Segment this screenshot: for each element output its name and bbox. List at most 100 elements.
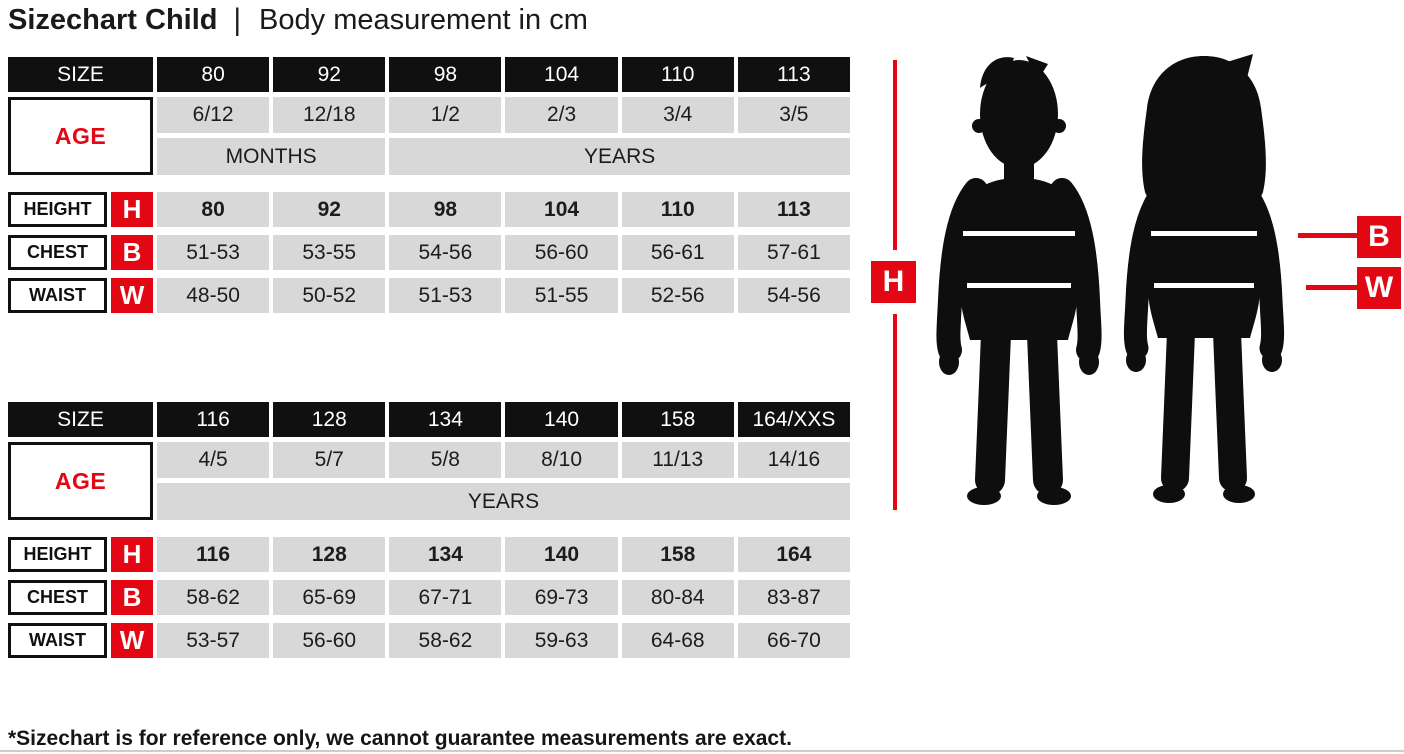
table1-body: HEIGHT H 80 92 98 104 110 113 CHEST B 51… bbox=[8, 192, 850, 313]
value-cell: 83-87 bbox=[737, 580, 850, 615]
girl-silhouette bbox=[1123, 54, 1285, 503]
age-cell: 1/2 bbox=[389, 97, 502, 133]
age-cell: 6/12 bbox=[157, 97, 270, 133]
waist-measure-line bbox=[1306, 285, 1358, 290]
value-cell: 67-71 bbox=[389, 580, 502, 615]
value-cell: 57-61 bbox=[737, 235, 850, 270]
value-cell: 134 bbox=[389, 537, 502, 572]
size-cell: 98 bbox=[389, 57, 502, 92]
value-cell: 104 bbox=[505, 192, 618, 227]
size-cell: 113 bbox=[737, 57, 850, 92]
age-cell: 5/7 bbox=[273, 442, 386, 478]
size-cell: 92 bbox=[273, 57, 386, 92]
sizechart-table-large: SIZE 116 128 134 140 158 164/XXS AGE 4/5… bbox=[8, 402, 850, 658]
value-cell: 53-57 bbox=[157, 623, 270, 658]
age-unit-years: YEARS bbox=[157, 483, 850, 520]
height-measure-line-top bbox=[893, 60, 897, 250]
value-cell: 51-53 bbox=[389, 278, 502, 313]
size-header: SIZE bbox=[8, 402, 153, 437]
height-measure-line-bottom bbox=[893, 314, 897, 510]
size-cell: 158 bbox=[621, 402, 734, 437]
size-cell: 80 bbox=[157, 57, 270, 92]
height-label-box: H bbox=[871, 261, 916, 303]
value-cell: 51-55 bbox=[505, 278, 618, 313]
value-cell: 48-50 bbox=[157, 278, 270, 313]
value-cell: 52-56 bbox=[621, 278, 734, 313]
row-label-height: HEIGHT bbox=[8, 537, 107, 572]
title-separator: | bbox=[233, 3, 242, 37]
size-cell: 110 bbox=[621, 57, 734, 92]
age-cell: 11/13 bbox=[621, 442, 734, 478]
value-cell: 51-53 bbox=[157, 235, 270, 270]
girl-waist-line bbox=[1154, 283, 1254, 288]
table2-header: SIZE 116 128 134 140 158 164/XXS AGE 4/5… bbox=[8, 402, 850, 520]
row-label-waist: WAIST bbox=[8, 278, 107, 313]
age-cell: 5/8 bbox=[389, 442, 502, 478]
value-cell: 128 bbox=[273, 537, 386, 572]
title-subtitle: Body measurement in cm bbox=[259, 4, 588, 36]
chest-letter-badge: B bbox=[111, 580, 153, 615]
value-cell: 80 bbox=[157, 192, 270, 227]
value-cell: 58-62 bbox=[157, 580, 270, 615]
bottom-divider bbox=[0, 750, 1404, 752]
age-header: AGE bbox=[8, 97, 153, 175]
value-cell: 56-60 bbox=[505, 235, 618, 270]
sizechart-table-small: SIZE 80 92 98 104 110 113 AGE 6/12 12/18… bbox=[8, 57, 850, 313]
chest-measure-line bbox=[1298, 233, 1358, 238]
value-cell: 56-60 bbox=[273, 623, 386, 658]
value-cell: 140 bbox=[505, 537, 618, 572]
value-cell: 64-68 bbox=[621, 623, 734, 658]
value-cell: 65-69 bbox=[273, 580, 386, 615]
age-cell: 3/4 bbox=[621, 97, 734, 133]
value-cell: 56-61 bbox=[621, 235, 734, 270]
value-cell: 80-84 bbox=[621, 580, 734, 615]
value-cell: 113 bbox=[737, 192, 850, 227]
age-cell: 14/16 bbox=[737, 442, 850, 478]
value-cell: 54-56 bbox=[737, 278, 850, 313]
row-label-waist: WAIST bbox=[8, 623, 107, 658]
table1-header: SIZE 80 92 98 104 110 113 AGE 6/12 12/18… bbox=[8, 57, 850, 175]
value-cell: 164 bbox=[737, 537, 850, 572]
value-cell: 66-70 bbox=[737, 623, 850, 658]
chest-letter-badge: B bbox=[111, 235, 153, 270]
value-cell: 158 bbox=[621, 537, 734, 572]
row-label-chest: CHEST bbox=[8, 235, 107, 270]
footnote: *Sizechart is for reference only, we can… bbox=[8, 727, 792, 750]
height-letter-badge: H bbox=[111, 192, 153, 227]
value-cell: 50-52 bbox=[273, 278, 386, 313]
value-cell: 110 bbox=[621, 192, 734, 227]
size-header: SIZE bbox=[8, 57, 153, 92]
page-title: Sizechart Child | Body measurement in cm bbox=[8, 3, 588, 37]
age-cell: 8/10 bbox=[505, 442, 618, 478]
row-label-chest: CHEST bbox=[8, 580, 107, 615]
value-cell: 53-55 bbox=[273, 235, 386, 270]
value-cell: 92 bbox=[273, 192, 386, 227]
size-cell: 128 bbox=[273, 402, 386, 437]
size-cell: 104 bbox=[505, 57, 618, 92]
value-cell: 59-63 bbox=[505, 623, 618, 658]
age-cell: 3/5 bbox=[737, 97, 850, 133]
value-cell: 69-73 bbox=[505, 580, 618, 615]
value-cell: 116 bbox=[157, 537, 270, 572]
waist-label-box: W bbox=[1357, 267, 1401, 309]
age-cell: 12/18 bbox=[273, 97, 386, 133]
value-cell: 54-56 bbox=[389, 235, 502, 270]
age-cell: 2/3 bbox=[505, 97, 618, 133]
age-unit-months: MONTHS bbox=[157, 138, 386, 175]
chest-label-box: B bbox=[1357, 216, 1401, 258]
age-header: AGE bbox=[8, 442, 153, 520]
boy-chest-line bbox=[963, 231, 1075, 236]
boy-waist-line bbox=[967, 283, 1071, 288]
girl-chest-line bbox=[1151, 231, 1257, 236]
boy-silhouette bbox=[936, 56, 1102, 505]
title-main: Sizechart Child bbox=[8, 4, 218, 36]
size-cell: 134 bbox=[389, 402, 502, 437]
age-unit-years: YEARS bbox=[389, 138, 850, 175]
waist-letter-badge: W bbox=[111, 278, 153, 313]
row-label-height: HEIGHT bbox=[8, 192, 107, 227]
size-cell: 164/XXS bbox=[737, 402, 850, 437]
value-cell: 98 bbox=[389, 192, 502, 227]
height-letter-badge: H bbox=[111, 537, 153, 572]
waist-letter-badge: W bbox=[111, 623, 153, 658]
